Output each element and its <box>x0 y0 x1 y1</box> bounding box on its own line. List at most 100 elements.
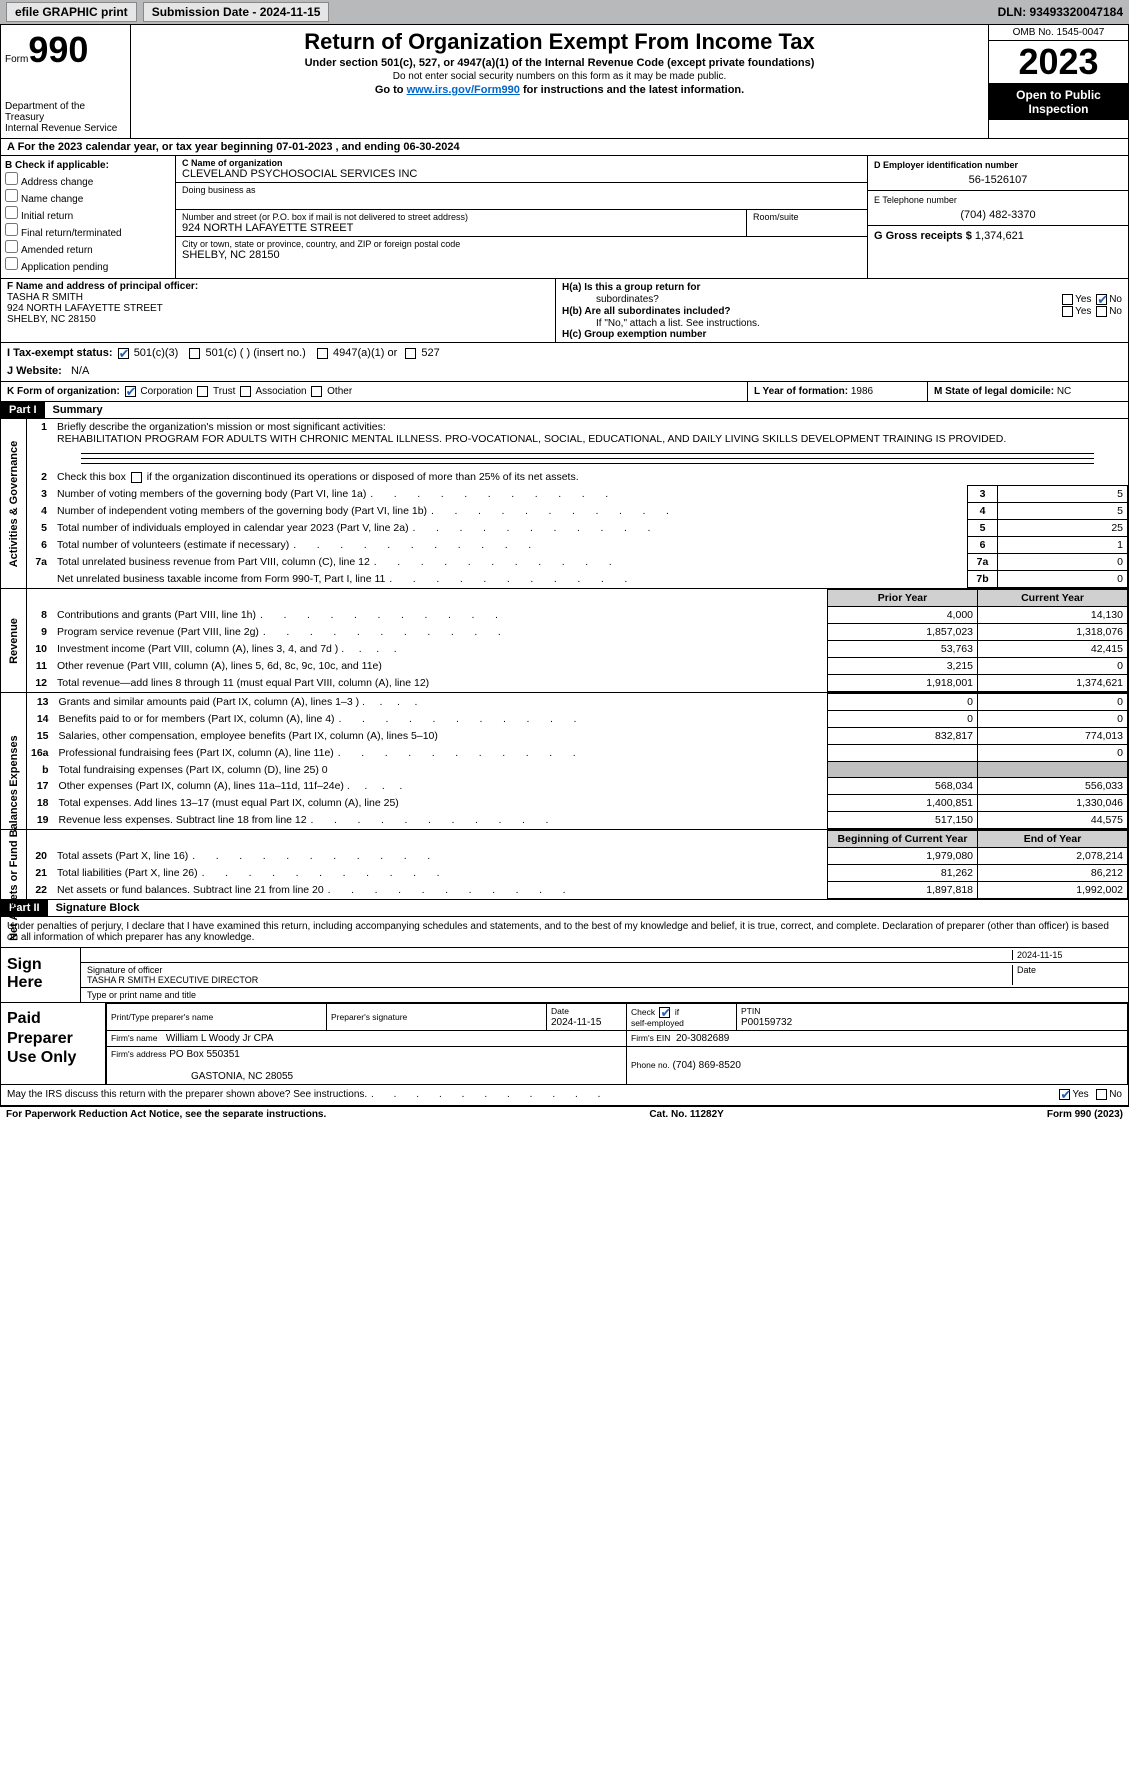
chk-trust[interactable] <box>197 386 208 397</box>
officer-name: TASHA R SMITH <box>7 292 549 303</box>
irs-label: Internal Revenue Service <box>5 123 126 134</box>
chk-amended[interactable]: Amended return <box>5 240 171 256</box>
omb-number: OMB No. 1545-0047 <box>989 25 1128 41</box>
chk-address-change[interactable]: Address change <box>5 172 171 188</box>
street-label: Number and street (or P.O. box if mail i… <box>182 212 740 222</box>
chk-initial-return[interactable]: Initial return <box>5 206 171 222</box>
chk-self-employed[interactable] <box>659 1007 670 1018</box>
row-a-tax-year: A For the 2023 calendar year, or tax yea… <box>0 139 1129 156</box>
header-grid: B Check if applicable: Address change Na… <box>0 156 1129 279</box>
top-toolbar: efile GRAPHIC print Submission Date - 20… <box>0 0 1129 24</box>
sig-date-1: 2024-11-15 <box>1012 950 1122 960</box>
prep-date: 2024-11-15 <box>551 1017 601 1028</box>
box-c-label: C Name of organization <box>182 158 861 168</box>
hdr-begin: Beginning of Current Year <box>828 831 978 848</box>
hc-label: H(c) Group exemption number <box>562 329 706 340</box>
form-number: 990 <box>28 29 88 70</box>
perjury-declaration: Under penalties of perjury, I declare th… <box>1 917 1128 947</box>
form-header: Form990 Department of the Treasury Inter… <box>0 24 1129 139</box>
part1-title: Summary <box>45 402 111 418</box>
dln-label: DLN: 93493320047184 <box>998 5 1123 19</box>
form-subtitle-3: Go to www.irs.gov/Form990 for instructio… <box>139 84 980 96</box>
dept-label: Department of the Treasury <box>5 101 126 123</box>
form-label: Form <box>5 54 28 65</box>
mission-text: REHABILITATION PROGRAM FOR ADULTS WITH C… <box>57 433 1006 445</box>
firm-addr1: PO Box 550351 <box>169 1049 240 1060</box>
form-subtitle-1: Under section 501(c), 527, or 4947(a)(1)… <box>139 57 980 69</box>
footer-right: Form 990 (2023) <box>1047 1109 1123 1120</box>
chk-discuss-yes[interactable] <box>1059 1089 1070 1100</box>
side-expenses: Expenses <box>8 736 20 787</box>
val-3: 5 <box>998 486 1128 503</box>
chk-other[interactable] <box>311 386 322 397</box>
city-label: City or town, state or province, country… <box>182 239 861 249</box>
chk-4947[interactable] <box>317 348 328 359</box>
val-7b: 0 <box>998 571 1128 588</box>
val-5: 25 <box>998 520 1128 537</box>
phone-value: (704) 482-3370 <box>874 209 1122 221</box>
box-g-label: G Gross receipts $ <box>874 230 975 242</box>
box-f-label: F Name and address of principal officer: <box>7 281 549 292</box>
officer-city: SHELBY, NC 28150 <box>7 314 549 325</box>
hdr-prior: Prior Year <box>828 590 978 607</box>
hdr-end: End of Year <box>978 831 1128 848</box>
gross-receipts: 1,374,621 <box>975 230 1024 242</box>
chk-hb-yes[interactable] <box>1062 306 1073 317</box>
chk-527[interactable] <box>405 348 416 359</box>
chk-corp[interactable] <box>125 386 136 397</box>
firm-addr2: GASTONIA, NC 28055 <box>111 1071 293 1082</box>
part2-title: Signature Block <box>48 900 148 916</box>
val-6: 1 <box>998 537 1128 554</box>
footer-mid: Cat. No. 11282Y <box>649 1109 723 1120</box>
chk-discuss-no[interactable] <box>1096 1089 1107 1100</box>
dba-label: Doing business as <box>182 185 861 195</box>
part1-badge: Part I <box>1 402 45 418</box>
chk-assoc[interactable] <box>240 386 251 397</box>
org-name: CLEVELAND PSYCHOSOCIAL SERVICES INC <box>182 168 861 180</box>
chk-app-pending[interactable]: Application pending <box>5 257 171 273</box>
chk-discontinued[interactable] <box>131 472 142 483</box>
tax-year: 2023 <box>989 41 1128 84</box>
public-inspection-badge: Open to Public Inspection <box>989 84 1128 120</box>
val-4: 5 <box>998 503 1128 520</box>
chk-ha-yes[interactable] <box>1062 294 1073 305</box>
chk-hb-no[interactable] <box>1096 306 1107 317</box>
ein-value: 56-1526107 <box>874 174 1122 186</box>
firm-phone: (704) 869-8520 <box>673 1060 741 1071</box>
row-f-h: F Name and address of principal officer:… <box>0 279 1129 343</box>
chk-name-change[interactable]: Name change <box>5 189 171 205</box>
submission-button[interactable]: Submission Date - 2024-11-15 <box>143 2 330 22</box>
side-revenue: Revenue <box>8 618 20 664</box>
officer-street: 924 NORTH LAFAYETTE STREET <box>7 303 549 314</box>
box-b-checkboxes: B Check if applicable: Address change Na… <box>1 156 176 278</box>
firm-ein: 20-3082689 <box>676 1033 729 1044</box>
firm-name: William L Woody Jr CPA <box>166 1033 274 1044</box>
hdr-current: Current Year <box>978 590 1128 607</box>
officer-signature: TASHA R SMITH EXECUTIVE DIRECTOR <box>87 975 258 985</box>
box-e-label: E Telephone number <box>874 195 1122 205</box>
form-title: Return of Organization Exempt From Incom… <box>139 29 980 55</box>
year-formation: 1986 <box>851 386 873 397</box>
state-domicile: NC <box>1057 386 1071 397</box>
chk-ha-no[interactable] <box>1096 294 1107 305</box>
val-7a: 0 <box>998 554 1128 571</box>
city-value: SHELBY, NC 28150 <box>182 249 861 261</box>
side-governance: Activities & Governance <box>8 441 20 568</box>
efile-button[interactable]: efile GRAPHIC print <box>6 2 137 22</box>
discuss-question: May the IRS discuss this return with the… <box>7 1089 1057 1100</box>
footer-left: For Paperwork Reduction Act Notice, see … <box>6 1109 326 1120</box>
ptin-value: P00159732 <box>741 1017 792 1028</box>
chk-501c3[interactable] <box>118 348 129 359</box>
room-label: Room/suite <box>753 212 861 222</box>
website-value: N/A <box>71 365 89 377</box>
chk-final-return[interactable]: Final return/terminated <box>5 223 171 239</box>
box-d-label: D Employer identification number <box>874 160 1122 170</box>
paid-preparer-label: Paid Preparer Use Only <box>1 1003 106 1084</box>
form-subtitle-2: Do not enter social security numbers on … <box>139 71 980 82</box>
hb-note: If "No," attach a list. See instructions… <box>562 318 1122 329</box>
chk-501c[interactable] <box>189 348 200 359</box>
side-netassets: Net Assets or Fund Balances <box>8 789 20 941</box>
street-value: 924 NORTH LAFAYETTE STREET <box>182 222 740 234</box>
sign-here-label: Sign Here <box>1 948 81 1002</box>
irs-link[interactable]: www.irs.gov/Form990 <box>407 84 520 96</box>
